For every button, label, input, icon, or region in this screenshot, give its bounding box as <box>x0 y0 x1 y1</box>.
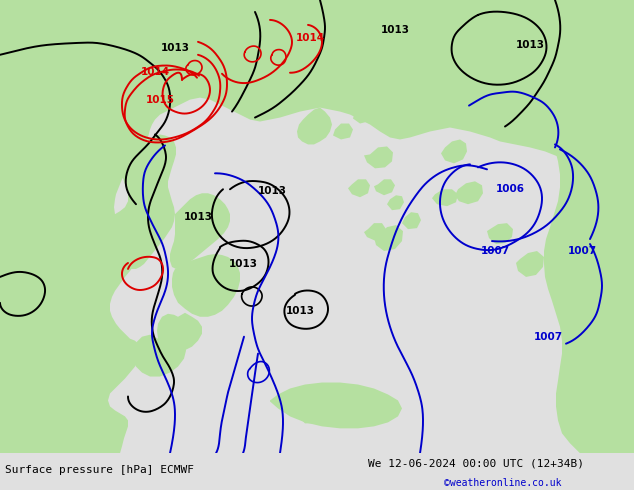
Text: 1013: 1013 <box>380 25 410 35</box>
Polygon shape <box>433 26 460 45</box>
Polygon shape <box>132 333 186 376</box>
Polygon shape <box>432 189 458 206</box>
Polygon shape <box>455 181 483 204</box>
Polygon shape <box>364 147 393 169</box>
Polygon shape <box>374 179 395 195</box>
Polygon shape <box>364 223 386 241</box>
Polygon shape <box>333 123 353 140</box>
Text: 1013: 1013 <box>285 306 314 316</box>
Polygon shape <box>112 134 176 269</box>
Polygon shape <box>398 15 426 37</box>
Text: 1013: 1013 <box>515 40 545 50</box>
Polygon shape <box>374 225 403 251</box>
Text: We 12-06-2024 00:00 UTC (12+34B): We 12-06-2024 00:00 UTC (12+34B) <box>368 459 584 468</box>
Text: 1014: 1014 <box>141 67 169 77</box>
Text: 1013: 1013 <box>228 259 257 269</box>
Polygon shape <box>172 254 240 317</box>
Polygon shape <box>0 209 20 453</box>
Text: 1006: 1006 <box>496 184 524 194</box>
Text: 1007: 1007 <box>481 246 510 256</box>
Polygon shape <box>516 251 544 277</box>
Polygon shape <box>157 313 202 353</box>
Text: Surface pressure [hPa] ECMWF: Surface pressure [hPa] ECMWF <box>5 465 194 475</box>
Text: 1007: 1007 <box>533 332 562 342</box>
Polygon shape <box>0 0 634 453</box>
Polygon shape <box>297 108 332 145</box>
Polygon shape <box>301 412 317 423</box>
Polygon shape <box>348 179 370 197</box>
Text: 1014: 1014 <box>295 33 325 43</box>
Text: 1013: 1013 <box>160 43 190 53</box>
Text: 1015: 1015 <box>145 95 174 105</box>
Polygon shape <box>270 383 402 428</box>
Polygon shape <box>487 223 513 244</box>
Polygon shape <box>451 55 481 77</box>
Polygon shape <box>387 195 404 210</box>
Polygon shape <box>170 193 230 269</box>
Polygon shape <box>441 140 467 163</box>
Text: 1007: 1007 <box>567 246 597 256</box>
Polygon shape <box>544 0 634 453</box>
Text: 1013: 1013 <box>257 186 287 196</box>
Polygon shape <box>353 107 371 123</box>
Text: ©weatheronline.co.uk: ©weatheronline.co.uk <box>444 478 561 489</box>
Polygon shape <box>428 86 460 110</box>
Polygon shape <box>402 212 421 229</box>
Text: 1013: 1013 <box>183 212 212 222</box>
